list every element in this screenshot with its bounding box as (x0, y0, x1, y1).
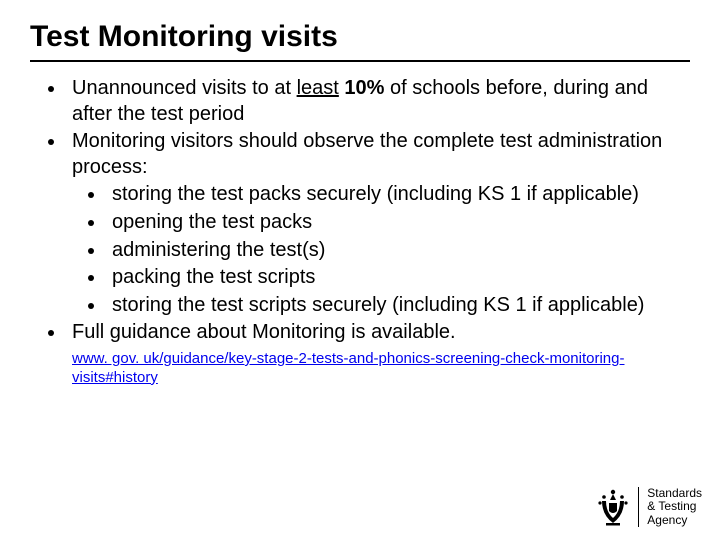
agency-name-line3: Agency (647, 514, 702, 528)
agency-name-line2: & Testing (647, 500, 702, 514)
crown-crest-icon (596, 487, 630, 527)
bullet-item-1: Unannounced visits to at least 10% of sc… (66, 76, 690, 127)
bullet-1-underlined: least (297, 77, 339, 99)
sub-bullet-4: packing the test scripts (106, 265, 690, 291)
sub-bullet-1: storing the test packs securely (includi… (106, 182, 690, 208)
bullet-list: Unannounced visits to at least 10% of sc… (30, 76, 690, 346)
agency-name: Standards & Testing Agency (647, 487, 702, 528)
guidance-link[interactable]: www. gov. uk/guidance/key-stage-2-tests-… (72, 350, 690, 388)
bullet-2-text: Monitoring visitors should observe the c… (72, 130, 662, 178)
sub-bullet-3: administering the test(s) (106, 238, 690, 264)
sub-bullet-list: storing the test packs securely (includi… (72, 182, 690, 318)
sub-bullet-5: storing the test scripts securely (inclu… (106, 293, 690, 319)
bullet-1-pre: Unannounced visits to at (72, 77, 297, 99)
bullet-item-2: Monitoring visitors should observe the c… (66, 129, 690, 318)
logo-divider (638, 487, 640, 527)
bullet-item-3: Full guidance about Monitoring is availa… (66, 320, 690, 346)
agency-name-line1: Standards (647, 487, 702, 501)
agency-logo: Standards & Testing Agency (596, 487, 702, 528)
bullet-1-bold: 10% (344, 77, 384, 99)
slide-title: Test Monitoring visits (30, 20, 690, 62)
sub-bullet-2: opening the test packs (106, 210, 690, 236)
